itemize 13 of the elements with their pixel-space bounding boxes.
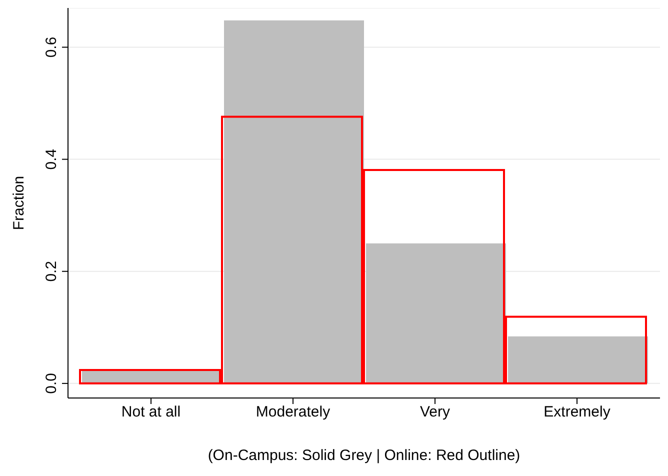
bar — [366, 243, 506, 384]
x-tick-label: Very — [420, 404, 451, 421]
x-axis-title: (On-Campus: Solid Grey | Online: Red Outline) — [208, 447, 520, 464]
x-tick-label: Moderately — [256, 404, 331, 421]
y-axis-title: Fraction — [10, 176, 28, 230]
y-tick-label: 0.6 — [43, 36, 60, 58]
x-tick-label: Not at all — [121, 404, 181, 421]
bar — [508, 336, 648, 384]
x-tick-label: Extremely — [544, 404, 611, 421]
y-tick-label: 0.4 — [43, 148, 60, 170]
bar — [224, 20, 364, 384]
y-tick-label: 0.2 — [43, 260, 60, 282]
y-tick-label: 0.0 — [43, 373, 60, 394]
